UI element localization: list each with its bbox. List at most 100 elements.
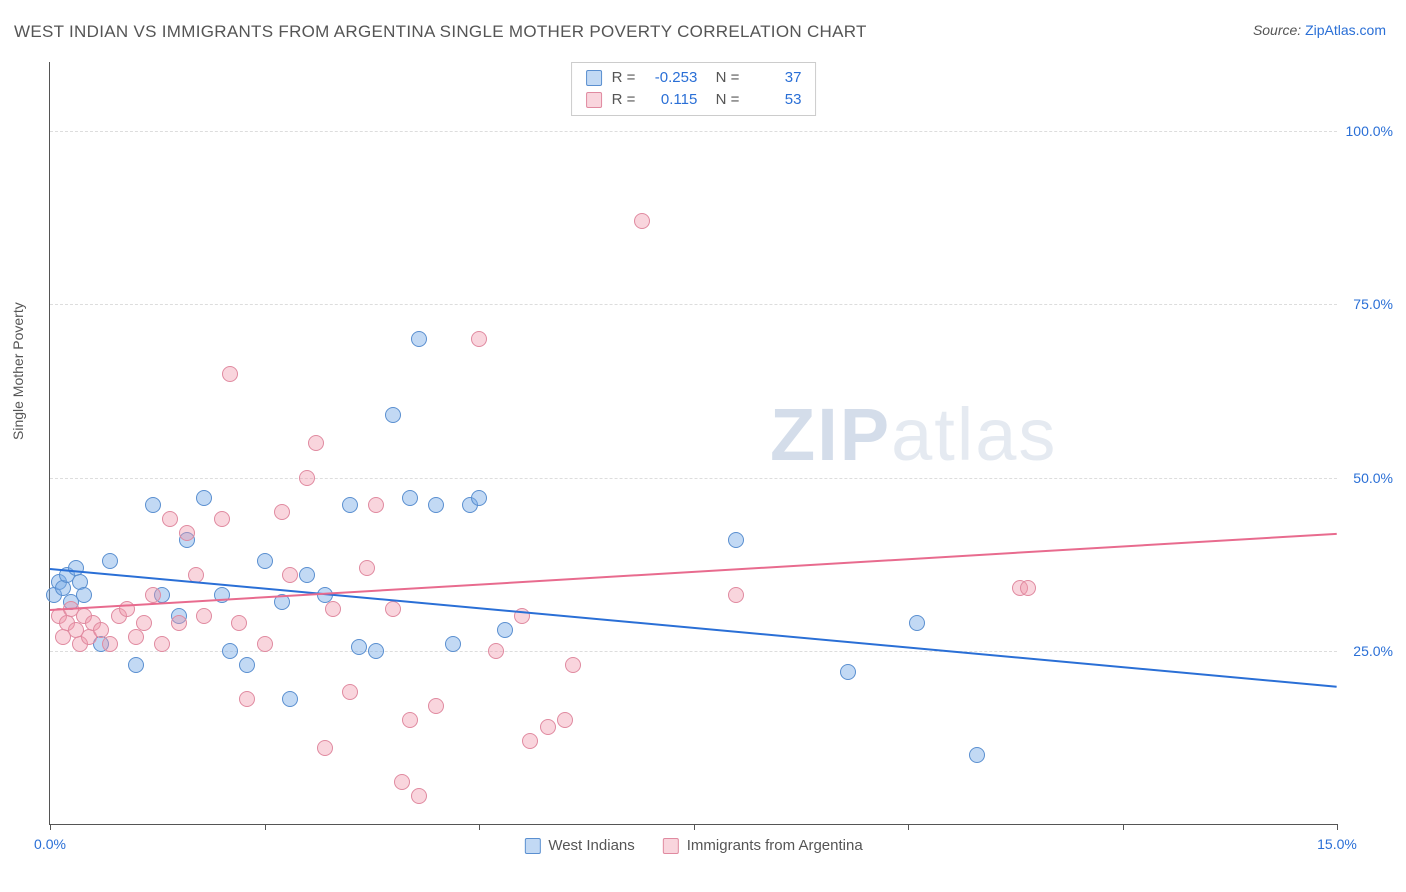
data-point-b [1020, 580, 1036, 596]
x-tick [50, 824, 51, 830]
data-point-b [239, 691, 255, 707]
data-point-b [728, 587, 744, 603]
data-point-a [411, 331, 427, 347]
legend-item-a: West Indians [524, 837, 634, 854]
data-point-a [257, 553, 273, 569]
data-point-b [222, 366, 238, 382]
legend-item-b: Immigrants from Argentina [663, 837, 863, 854]
grid-line [50, 651, 1337, 652]
data-point-b [102, 636, 118, 652]
y-tick-label: 50.0% [1343, 470, 1393, 486]
y-tick-label: 100.0% [1343, 123, 1393, 139]
data-point-b [128, 629, 144, 645]
data-point-b [308, 435, 324, 451]
y-axis-label: Single Mother Poverty [10, 302, 26, 440]
data-point-b [471, 331, 487, 347]
x-tick [908, 824, 909, 830]
series-legend: West Indians Immigrants from Argentina [524, 837, 862, 854]
legend-n-label: N = [707, 67, 739, 89]
data-point-b [368, 497, 384, 513]
data-point-a [368, 643, 384, 659]
data-point-b [557, 712, 573, 728]
source-attribution: Source: ZipAtlas.com [1253, 22, 1386, 38]
data-point-a [909, 615, 925, 631]
data-point-b [428, 698, 444, 714]
data-point-a [428, 497, 444, 513]
legend-r-label: R = [612, 67, 636, 89]
data-point-b [274, 504, 290, 520]
data-point-a [128, 657, 144, 673]
data-point-b [634, 213, 650, 229]
data-point-a [497, 622, 513, 638]
data-point-a [76, 587, 92, 603]
data-point-b [299, 470, 315, 486]
chart-title: WEST INDIAN VS IMMIGRANTS FROM ARGENTINA… [14, 22, 867, 42]
data-point-b [385, 601, 401, 617]
data-point-a [239, 657, 255, 673]
x-tick [694, 824, 695, 830]
data-point-a [385, 407, 401, 423]
data-point-a [351, 639, 367, 655]
y-tick-label: 25.0% [1343, 643, 1393, 659]
legend-row-a: R = -0.253 N = 37 [586, 67, 802, 89]
data-point-b [342, 684, 358, 700]
scatter-plot: ZIPatlas R = -0.253 N = 37 R = 0.115 N =… [49, 62, 1337, 825]
legend-r-value-a: -0.253 [645, 67, 697, 89]
legend-swatch-icon [663, 838, 679, 854]
data-point-a [840, 664, 856, 680]
data-point-b [257, 636, 273, 652]
x-tick [265, 824, 266, 830]
legend-n-label: N = [707, 89, 739, 111]
data-point-b [394, 774, 410, 790]
data-point-a [299, 567, 315, 583]
data-point-b [540, 719, 556, 735]
data-point-a [342, 497, 358, 513]
legend-swatch-a [586, 70, 602, 86]
x-tick-label: 15.0% [1317, 836, 1357, 852]
data-point-b [196, 608, 212, 624]
source-link[interactable]: ZipAtlas.com [1305, 22, 1386, 38]
watermark-bold: ZIP [770, 393, 891, 476]
legend-n-value-a: 37 [749, 67, 801, 89]
data-point-b [522, 733, 538, 749]
data-point-a [102, 553, 118, 569]
watermark-light: atlas [891, 393, 1057, 476]
data-point-b [171, 615, 187, 631]
x-tick-label: 0.0% [34, 836, 66, 852]
source-label: Source: [1253, 22, 1305, 38]
data-point-b [317, 740, 333, 756]
grid-line [50, 478, 1337, 479]
legend-label-a: West Indians [548, 837, 634, 854]
x-tick [1337, 824, 1338, 830]
data-point-b [231, 615, 247, 631]
grid-line [50, 131, 1337, 132]
trend-line-b [50, 533, 1337, 611]
y-tick-label: 75.0% [1343, 296, 1393, 312]
data-point-b [282, 567, 298, 583]
data-point-a [471, 490, 487, 506]
x-tick [1123, 824, 1124, 830]
legend-label-b: Immigrants from Argentina [687, 837, 863, 854]
data-point-b [214, 511, 230, 527]
data-point-b [179, 525, 195, 541]
data-point-b [145, 587, 161, 603]
x-tick [479, 824, 480, 830]
data-point-b [136, 615, 152, 631]
data-point-b [359, 560, 375, 576]
legend-n-value-b: 53 [749, 89, 801, 111]
data-point-b [411, 788, 427, 804]
data-point-b [565, 657, 581, 673]
correlation-legend: R = -0.253 N = 37 R = 0.115 N = 53 [571, 62, 817, 116]
data-point-a [969, 747, 985, 763]
data-point-a [145, 497, 161, 513]
data-point-a [222, 643, 238, 659]
legend-swatch-b [586, 92, 602, 108]
data-point-b [162, 511, 178, 527]
legend-r-value-b: 0.115 [645, 89, 697, 111]
data-point-b [154, 636, 170, 652]
data-point-b [402, 712, 418, 728]
data-point-b [488, 643, 504, 659]
data-point-a [445, 636, 461, 652]
data-point-a [196, 490, 212, 506]
legend-r-label: R = [612, 89, 636, 111]
